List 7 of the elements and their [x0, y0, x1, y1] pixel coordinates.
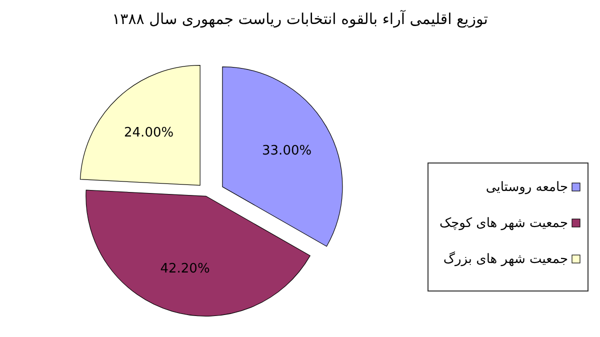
data-label: 42.20% [160, 262, 210, 277]
data-label: 24.00% [124, 125, 174, 140]
legend-label: جمعیت شهر های کوچک [439, 216, 568, 231]
legend-label: جمعیت شهر های بزرگ [443, 251, 568, 267]
data-label: 33.00% [262, 143, 312, 158]
legend-label: جامعه روستایی [486, 180, 568, 195]
chart-title: توزیع اقلیمی آراء بالقوه انتخابات ریاست جمهوری سال ۱۳۸۸ [112, 9, 488, 28]
